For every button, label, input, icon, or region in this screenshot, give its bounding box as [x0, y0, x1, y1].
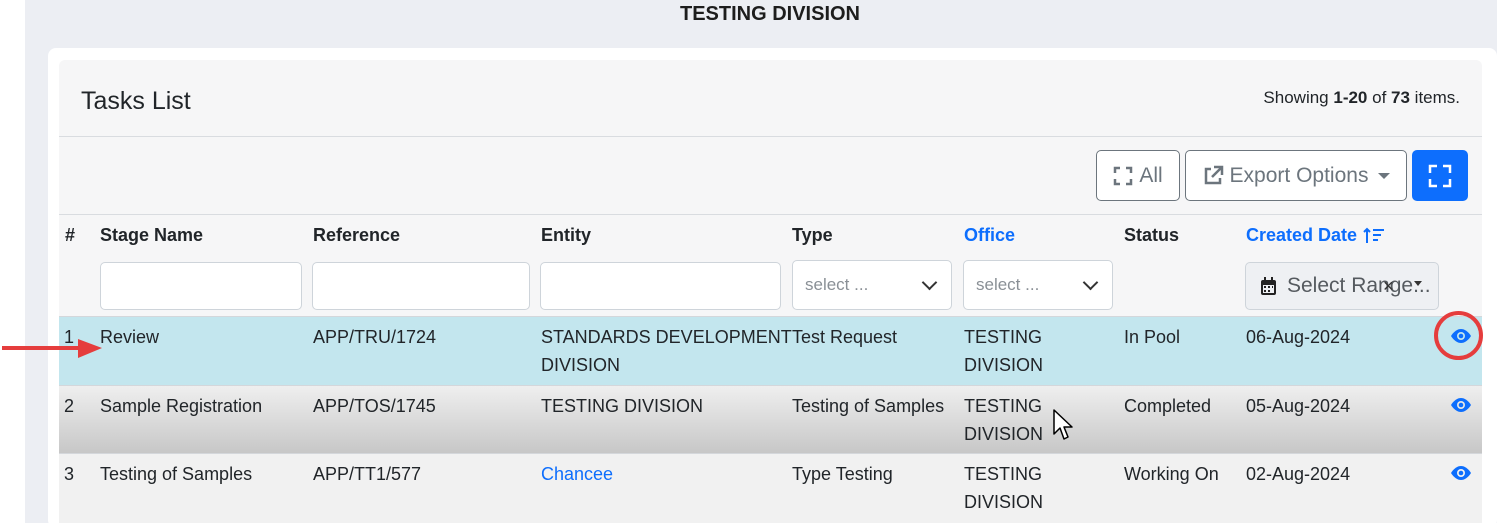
row-status: Working On [1124, 464, 1219, 484]
row-entity-line: DIVISION [541, 355, 621, 375]
row-office: TESTING DIVISION [964, 392, 1043, 448]
chevron-down-icon[interactable] [1414, 281, 1422, 286]
showing-range: 1-20 [1333, 88, 1368, 107]
row-created-date: 05-Aug-2024 [1246, 396, 1351, 416]
column-header-created-date[interactable]: Created Date [1246, 225, 1385, 246]
row-status: In Pool [1124, 327, 1181, 347]
row-divider [59, 385, 1482, 386]
row-divider [59, 453, 1482, 454]
chevron-down-icon [1082, 274, 1099, 290]
division-title: TESTING DIVISION [679, 3, 861, 25]
entity-filter-input[interactable] [540, 262, 781, 310]
card-header: Tasks List Showing 1-20 of 73 items. [59, 60, 1482, 137]
fullscreen-icon [1428, 164, 1452, 187]
row-entity-link[interactable]: Chancee [541, 460, 613, 488]
table-divider [59, 214, 1482, 215]
showing-mid: of [1367, 88, 1392, 107]
type-filter-placeholder: select ... [805, 275, 869, 294]
row-index: 1 [64, 327, 75, 347]
row-index: 3 [64, 464, 75, 484]
chevron-down-icon [921, 274, 938, 290]
row-reference: APP/TOS/1745 [313, 396, 436, 416]
table-row[interactable] [59, 317, 1482, 385]
row-office-line: DIVISION [964, 355, 1044, 375]
row-office-line: TESTING [964, 396, 1043, 416]
show-all-label: All [1139, 163, 1163, 187]
fullscreen-button[interactable] [1412, 150, 1468, 201]
row-type: Test Request [792, 327, 898, 347]
chevron-down-icon [1378, 172, 1391, 179]
pagination-summary: Showing 1-20 of 73 items. [1263, 88, 1460, 108]
created-date-range-input[interactable]: Select Range... [1245, 262, 1439, 310]
column-header-entity: Entity [541, 225, 592, 245]
row-office-line: TESTING [964, 464, 1043, 484]
row-stage-name: Sample Registration [100, 396, 263, 416]
row-office: TESTING DIVISION [964, 323, 1043, 379]
row-entity: STANDARDS DEVELOPMENT DIVISION [541, 323, 792, 379]
row-entity: TESTING DIVISION [541, 392, 703, 420]
show-all-button[interactable]: All [1096, 150, 1180, 201]
annotation-circle [1434, 311, 1483, 360]
column-header-reference: Reference [313, 225, 401, 245]
date-range-placeholder: Select Range... [1287, 274, 1431, 297]
annotation-arrow-icon [2, 339, 102, 358]
reference-filter-input[interactable] [312, 262, 530, 310]
row-entity-line[interactable]: Chancee [541, 464, 614, 484]
row-entity-line: STANDARDS DEVELOPMENT [541, 327, 792, 347]
eye-icon[interactable] [1449, 465, 1473, 481]
row-stage-name: Testing of Samples [100, 464, 253, 484]
type-filter-select[interactable]: select ... [792, 260, 952, 310]
calendar-icon [1261, 276, 1276, 295]
showing-prefix: Showing [1263, 88, 1334, 107]
row-reference: APP/TT1/577 [313, 464, 422, 484]
row-office-line: DIVISION [964, 492, 1044, 512]
row-type: Testing of Samples [792, 396, 945, 416]
external-link-icon [1204, 165, 1223, 184]
sort-ascending-icon [1363, 227, 1385, 243]
office-filter-placeholder: select ... [976, 275, 1040, 294]
table-row[interactable] [59, 454, 1482, 523]
created-date-label: Created Date [1246, 225, 1358, 245]
row-index: 2 [64, 396, 75, 416]
column-header-status: Status [1124, 225, 1180, 245]
card-title: Tasks List [81, 87, 191, 115]
row-office-line: DIVISION [964, 424, 1044, 444]
row-divider [59, 316, 1482, 317]
column-header-office[interactable]: Office [964, 225, 1016, 245]
table-row[interactable] [59, 386, 1482, 453]
column-header-index: # [65, 225, 76, 245]
row-office: TESTING DIVISION [964, 460, 1043, 516]
row-type: Type Testing [792, 464, 893, 484]
column-header-type: Type [792, 225, 833, 245]
row-reference: APP/TRU/1724 [313, 327, 437, 347]
export-options-button[interactable]: Export Options [1185, 150, 1407, 201]
eye-icon[interactable] [1449, 397, 1473, 413]
expand-corners-icon [1114, 166, 1133, 185]
stage-name-filter-input[interactable] [100, 262, 302, 310]
row-status: Completed [1124, 396, 1212, 416]
clear-date-range-icon[interactable]: × [1383, 276, 1394, 296]
row-entity-line: TESTING DIVISION [541, 396, 704, 416]
showing-total: 73 [1391, 88, 1410, 107]
row-created-date: 06-Aug-2024 [1246, 327, 1351, 347]
export-options-label: Export Options [1229, 163, 1369, 187]
showing-suffix: items. [1409, 88, 1460, 107]
row-stage-name: Review [100, 327, 160, 347]
mouse-cursor-icon [1053, 409, 1073, 440]
row-office-line: TESTING [964, 327, 1043, 347]
row-created-date: 02-Aug-2024 [1246, 464, 1351, 484]
column-header-stage-name: Stage Name [100, 225, 204, 245]
office-filter-select[interactable]: select ... [963, 260, 1113, 310]
